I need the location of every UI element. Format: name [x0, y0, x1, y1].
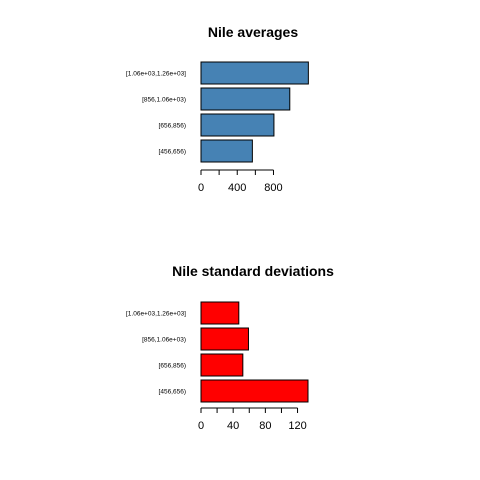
bar-3 [200, 61, 309, 85]
x-tick-label: 0 [198, 182, 204, 194]
category-label: [856,1.06e+03) [142, 97, 186, 104]
panel-nile-averages: Nile averages [456,656) [656,856) [856,1.0… [126, 24, 309, 194]
x-tick-label: 120 [288, 420, 306, 432]
x-tick-label: 0 [198, 420, 204, 432]
category-label: [656,856) [159, 123, 186, 130]
x-tick-label: 80 [259, 420, 271, 432]
chart-title: Nile standard deviations [172, 263, 334, 279]
category-label: [456,656) [159, 149, 186, 156]
bar-2 [200, 327, 249, 351]
bar-0 [200, 379, 309, 403]
bar-2 [200, 87, 291, 111]
x-tick-label: 800 [264, 182, 282, 194]
x-tick-label: 400 [228, 182, 246, 194]
panel-nile-standard-deviations: Nile standard deviations [456,656) [656,8… [126, 263, 334, 432]
bar-3 [200, 301, 240, 325]
bar-1 [200, 113, 275, 137]
category-label: [656,856) [159, 363, 186, 370]
chart-title: Nile averages [208, 24, 298, 40]
category-label: [1.06e+03,1.26e+03] [126, 311, 186, 318]
x-tick-label: 40 [227, 420, 239, 432]
category-label: [456,656) [159, 389, 186, 396]
category-label: [1.06e+03,1.26e+03] [126, 71, 186, 78]
bar-1 [200, 353, 244, 377]
category-label: [856,1.06e+03) [142, 337, 186, 344]
bar-0 [200, 139, 253, 163]
